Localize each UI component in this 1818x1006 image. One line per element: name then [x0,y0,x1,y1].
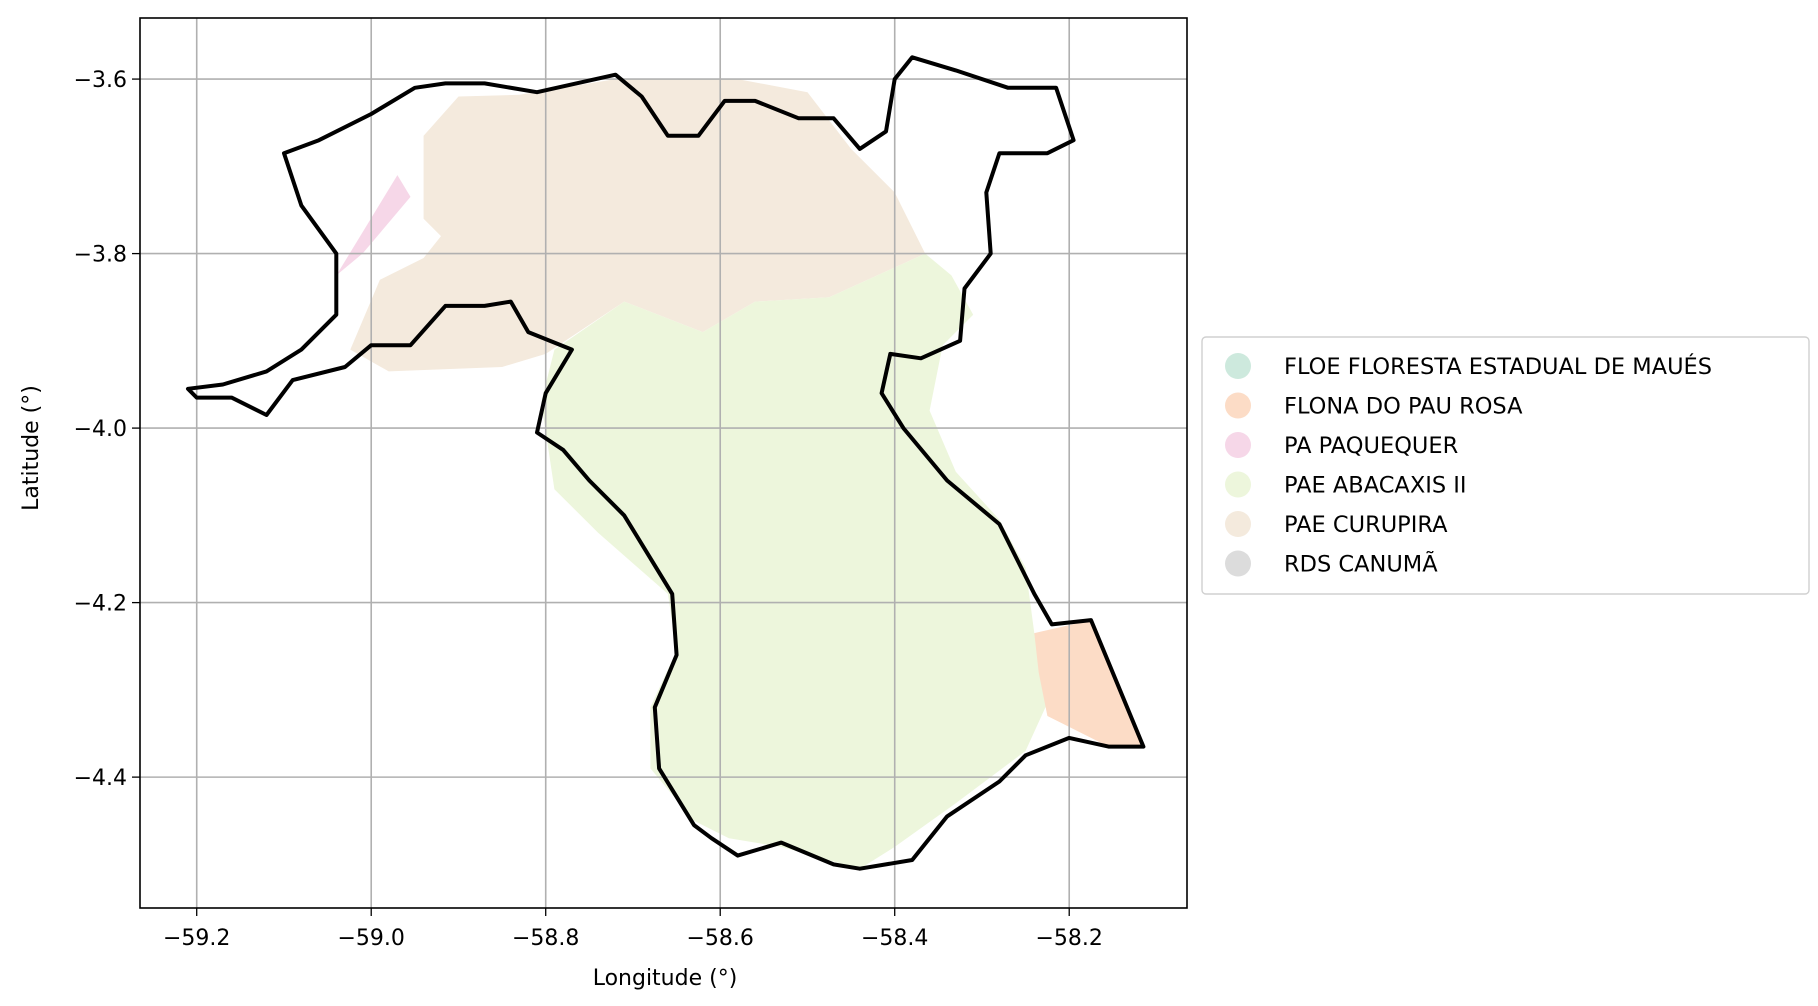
y-axis-title: Latitude (°) [19,385,44,511]
legend-label: FLONA DO PAU ROSA [1284,394,1523,420]
y-tick-label: −4.4 [74,766,127,791]
x-tick-label: −59.2 [163,926,230,951]
x-tick-label: −58.4 [861,926,928,951]
map-plot-area: −59.2 −59.0 −58.8 −58.6 −58.4 −58.2 −3.6 −3.8 −4… [74,17,1188,951]
legend-marker [1225,471,1251,498]
region-pae-abacaxis-ii [541,253,1048,869]
legend-marker [1225,511,1251,537]
legend-marker [1225,432,1251,458]
x-tick-label: −59.0 [338,926,405,951]
x-tick-label: −58.8 [512,926,579,951]
legend-marker [1225,550,1251,577]
x-tick-label: −58.6 [687,926,754,951]
municipality-boundary [186,55,1146,871]
legend-marker [1225,353,1251,379]
legend-label: FLOE FLORESTA ESTADUAL DE MAUÉS [1284,352,1712,380]
y-tick-label: −4.2 [74,592,127,617]
legend-label: PAE ABACAXIS II [1284,473,1467,499]
region-pae-curupira [350,79,926,372]
axes-frame [139,17,1188,909]
legend-box [1201,336,1810,595]
legend-label: RDS CANUMÃ [1284,550,1438,578]
y-tick-label: −4.0 [74,417,127,442]
region-flona-do-pau-rosa [1034,620,1144,747]
legend: FLOE FLORESTA ESTADUAL DE MAUÉS FLONA DO … [1201,336,1810,595]
region-pa-paquequer [336,175,411,276]
y-tick-label: −3.8 [74,243,127,268]
x-axis-title: Longitude (°) [593,966,738,991]
legend-label: PAE CURUPIRA [1284,512,1448,538]
legend-label: PA PAQUEQUER [1284,433,1458,459]
legend-marker [1225,392,1251,419]
y-tick-label: −3.6 [74,68,127,93]
x-tick-label: −58.2 [1036,926,1103,951]
